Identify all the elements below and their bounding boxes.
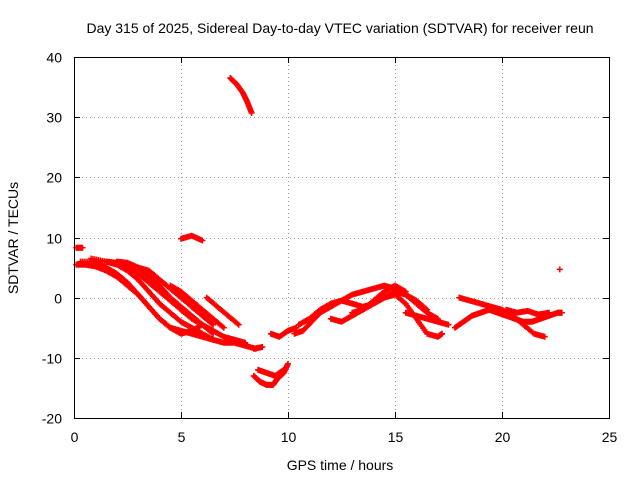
series-arc-10 bbox=[178, 232, 206, 244]
data-point bbox=[210, 336, 217, 343]
x-tick-label: 20 bbox=[495, 429, 511, 445]
data-point bbox=[210, 321, 217, 328]
series-arc-7 bbox=[167, 282, 227, 331]
y-tick-label: -10 bbox=[42, 351, 62, 367]
data-point bbox=[79, 244, 86, 251]
data-point bbox=[280, 366, 287, 373]
y-tick-label: -20 bbox=[42, 411, 62, 427]
data-point bbox=[558, 309, 565, 316]
data-point bbox=[402, 288, 409, 295]
y-tick-label: 10 bbox=[46, 231, 62, 247]
data-point bbox=[546, 309, 553, 316]
x-tick-label: 10 bbox=[281, 429, 297, 445]
series-arc-13 bbox=[255, 366, 287, 379]
data-point bbox=[556, 266, 563, 273]
data-point bbox=[541, 333, 548, 340]
x-axis-label: GPS time / hours bbox=[287, 457, 394, 473]
data-point bbox=[445, 321, 452, 328]
axis-ticks bbox=[74, 57, 610, 419]
series-arc-8 bbox=[203, 294, 242, 328]
y-tick-label: 0 bbox=[54, 291, 62, 307]
series-arc-14 bbox=[250, 344, 266, 352]
series-arc-24 bbox=[556, 266, 563, 273]
x-tick-label: 25 bbox=[602, 429, 618, 445]
series-arc-23 bbox=[503, 306, 553, 318]
grid bbox=[74, 57, 609, 418]
y-tick-labels: -20 -10 0 10 20 30 40 bbox=[42, 50, 62, 427]
data-point bbox=[235, 321, 242, 328]
series-arc-2 bbox=[77, 258, 206, 337]
y-axis-label: SDTVAR / TECUs bbox=[5, 182, 21, 294]
x-tick-label: 0 bbox=[71, 429, 79, 445]
x-tick-label: 15 bbox=[388, 429, 404, 445]
plot-frame bbox=[74, 57, 610, 419]
x-tick-labels: 0 5 10 15 20 25 bbox=[71, 429, 618, 445]
series-arc-11 bbox=[227, 75, 255, 116]
y-tick-label: 30 bbox=[46, 110, 62, 126]
series-arc-9 bbox=[73, 244, 86, 251]
y-tick-label: 40 bbox=[46, 50, 62, 66]
series-arc-20 bbox=[402, 309, 452, 328]
data-point bbox=[220, 324, 227, 331]
data-point bbox=[293, 324, 300, 331]
y-tick-label: 20 bbox=[46, 170, 62, 186]
x-tick-label: 5 bbox=[178, 429, 186, 445]
data-point bbox=[285, 360, 291, 367]
data-point bbox=[424, 306, 431, 313]
chart-title: Day 315 of 2025, Sidereal Day-to-day VTE… bbox=[86, 20, 593, 36]
series-arc-19 bbox=[349, 282, 409, 316]
data-point bbox=[210, 330, 217, 337]
data-points bbox=[73, 75, 565, 388]
data-point bbox=[242, 339, 249, 346]
data-point bbox=[259, 344, 266, 351]
series-arc-15 bbox=[267, 324, 300, 340]
data-point bbox=[439, 330, 446, 337]
data-point bbox=[199, 237, 206, 244]
data-point bbox=[248, 109, 255, 116]
data-point bbox=[279, 367, 286, 374]
